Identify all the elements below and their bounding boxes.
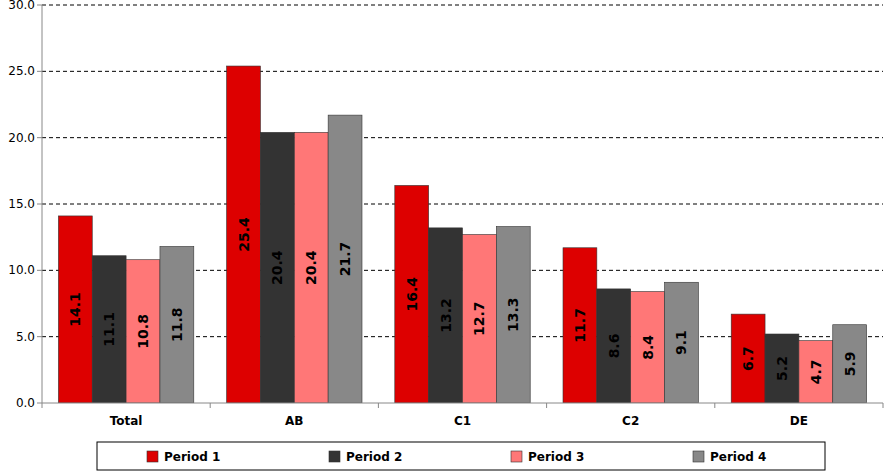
bar	[126, 260, 160, 403]
legend-label: Period 3	[528, 450, 584, 464]
bars	[58, 66, 866, 403]
bar	[429, 228, 463, 403]
y-tick	[37, 336, 42, 337]
data-label: 20.4	[269, 250, 285, 285]
bar	[833, 325, 867, 403]
legend-label: Period 2	[346, 450, 402, 464]
data-label: 5.9	[842, 351, 858, 376]
chart-container: 0.0 5.0 10.0 15.0 20.0 25.0 30.0 14.1 25.4 16.4 11…	[0, 0, 886, 473]
data-label: 4.7	[808, 359, 824, 384]
x-tick	[42, 403, 43, 408]
x-tick-label: DE	[790, 414, 808, 428]
y-tick-label: 25.0	[8, 64, 35, 78]
legend-swatch	[693, 451, 704, 462]
bar	[328, 115, 362, 403]
data-label: 25.4	[236, 217, 252, 252]
y-tick-label: 0.0	[16, 396, 35, 410]
data-labels: 14.1 25.4 16.4 11.7 6.7 11.1 20.4 13.2 8.6 5.2 10.…	[67, 217, 857, 384]
data-label: 11.7	[572, 308, 588, 343]
grid-line	[42, 137, 883, 138]
x-tick	[546, 403, 547, 408]
data-label: 13.3	[505, 298, 521, 333]
y-tick	[37, 270, 42, 271]
data-label: 11.1	[101, 312, 117, 347]
y-tick	[37, 71, 42, 72]
x-tick	[714, 403, 715, 408]
legend: Period 1 Period 2 Period 3 Period 4	[97, 442, 825, 470]
bar	[463, 235, 497, 403]
data-label: 6.7	[740, 346, 756, 371]
x-tick	[883, 403, 884, 408]
bar	[294, 132, 328, 403]
y-tick-label: 5.0	[16, 330, 35, 344]
data-label: 10.8	[135, 314, 151, 349]
x-tick	[378, 403, 379, 408]
legend-box	[97, 442, 825, 470]
data-label: 12.7	[471, 301, 487, 336]
y-tick	[37, 403, 42, 404]
y-tick	[37, 5, 42, 6]
data-label: 8.6	[606, 334, 622, 359]
data-label: 16.4	[404, 277, 420, 312]
y-tick-label: 10.0	[8, 263, 35, 277]
data-label: 13.2	[438, 298, 454, 333]
grid-line	[42, 71, 883, 72]
bar	[58, 216, 92, 403]
legend-swatch	[511, 451, 522, 462]
legend-swatch	[147, 451, 158, 462]
bar	[395, 185, 429, 403]
data-label: 14.1	[67, 292, 83, 327]
y-tick-label: 30.0	[8, 0, 35, 12]
bar	[631, 292, 665, 403]
data-label: 5.2	[774, 356, 790, 381]
data-label: 20.4	[303, 250, 319, 285]
bar	[665, 282, 699, 403]
grid-line	[42, 5, 883, 6]
bar	[563, 248, 597, 403]
data-label: 9.1	[673, 330, 689, 355]
x-tick	[210, 403, 211, 408]
bar	[765, 334, 799, 403]
bar	[597, 289, 631, 403]
x-axis	[42, 403, 883, 404]
x-tick-label: C1	[454, 414, 471, 428]
y-tick	[37, 204, 42, 205]
legend-label: Period 1	[164, 450, 220, 464]
data-label: 8.4	[640, 335, 656, 360]
bar	[160, 246, 194, 403]
x-tick-label: C2	[622, 414, 639, 428]
x-tick-label: AB	[285, 414, 303, 428]
y-tick-label: 20.0	[8, 131, 35, 145]
data-label: 11.8	[169, 307, 185, 342]
bar	[799, 341, 833, 403]
bar	[227, 66, 261, 403]
y-tick	[37, 137, 42, 138]
y-tick-label: 15.0	[8, 197, 35, 211]
chart-svg: 0.0 5.0 10.0 15.0 20.0 25.0 30.0 14.1 25.4 16.4 11…	[0, 0, 886, 473]
bar	[92, 256, 126, 403]
legend-label: Period 4	[710, 450, 766, 464]
x-tick-label: Total	[110, 414, 143, 428]
grid-line	[42, 204, 883, 205]
bar	[496, 227, 530, 403]
bar	[260, 132, 294, 403]
bar	[731, 314, 765, 403]
data-label: 21.7	[337, 242, 353, 277]
legend-swatch	[329, 451, 340, 462]
y-axis	[42, 5, 43, 403]
